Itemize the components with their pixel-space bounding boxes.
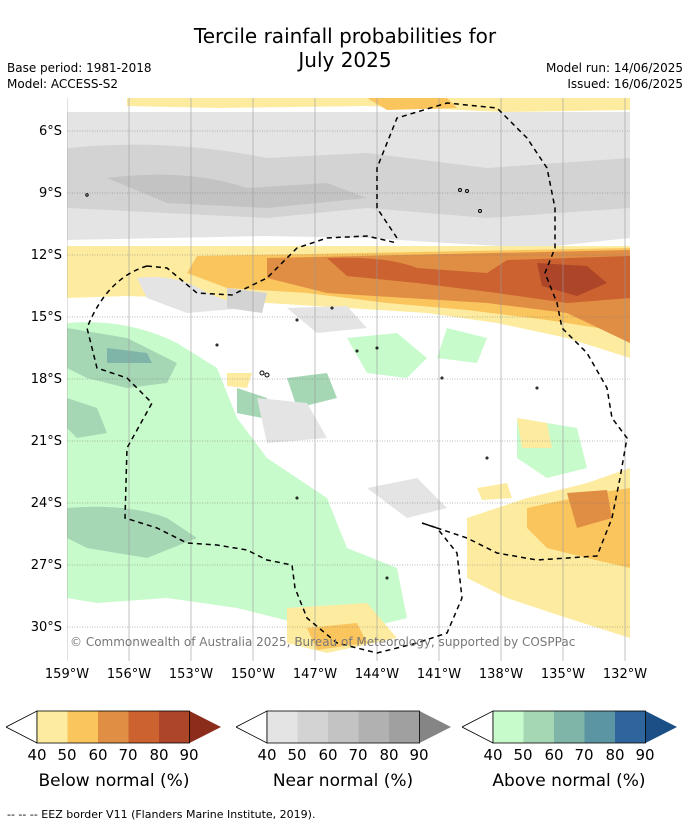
tick-label: 60 bbox=[544, 746, 564, 764]
meta-right: Model run: 14/06/2025 Issued: 16/06/2025 bbox=[546, 60, 683, 92]
lat-label: 6°S bbox=[38, 124, 62, 139]
below-swatch bbox=[67, 711, 98, 743]
lat-label: 9°S bbox=[38, 186, 62, 201]
tick-label: 40 bbox=[257, 746, 277, 764]
near-swatch bbox=[267, 711, 298, 743]
below-swatch bbox=[128, 711, 159, 743]
meta-left: Base period: 1981-2018 Model: ACCESS-S2 bbox=[7, 60, 152, 92]
title-line-2: July 2025 bbox=[298, 48, 392, 72]
lat-label: 15°S bbox=[30, 310, 62, 325]
lon-label: 156°W bbox=[106, 667, 152, 682]
lat-label: 30°S bbox=[30, 620, 62, 635]
tick-label: 80 bbox=[379, 746, 399, 764]
above-swatch bbox=[584, 711, 615, 743]
lon-label: 135°W bbox=[540, 667, 586, 682]
issued-date: Issued: 16/06/2025 bbox=[567, 77, 683, 91]
eez-border-east bbox=[376, 102, 628, 561]
near-swatch bbox=[419, 711, 451, 743]
tick-label: 90 bbox=[635, 746, 655, 764]
tick-label: 40 bbox=[483, 746, 503, 764]
near-swatch bbox=[389, 711, 420, 743]
below-swatch bbox=[159, 711, 190, 743]
tick-label: 50 bbox=[513, 746, 533, 764]
tick-label: 70 bbox=[574, 746, 594, 764]
above-swatch bbox=[493, 711, 524, 743]
islands bbox=[85, 188, 539, 580]
lon-label: 132°W bbox=[602, 667, 648, 682]
lon-label: 159°W bbox=[44, 667, 90, 682]
lat-label: 27°S bbox=[30, 558, 62, 573]
colorbar-title-below: Below normal (%) bbox=[38, 771, 190, 791]
near-swatch bbox=[328, 711, 359, 743]
tick-label: 80 bbox=[605, 746, 625, 764]
colorbar-above-normal bbox=[462, 710, 677, 744]
model-run: Model run: 14/06/2025 bbox=[545, 61, 683, 75]
above-swatch bbox=[554, 711, 585, 743]
colorbar-below-normal bbox=[6, 710, 221, 744]
below-swatch bbox=[98, 711, 129, 743]
tick-label: 60 bbox=[318, 746, 338, 764]
lon-label: 153°W bbox=[168, 667, 214, 682]
lon-label: 141°W bbox=[416, 667, 462, 682]
model-name: Model: ACCESS-S2 bbox=[7, 77, 119, 91]
tick-label: 80 bbox=[149, 746, 169, 764]
copyright-text: © Commonwealth of Australia 2025, Bureau… bbox=[70, 635, 575, 649]
near-swatch bbox=[358, 711, 389, 743]
lat-label: 21°S bbox=[30, 434, 62, 449]
above-swatch bbox=[523, 711, 554, 743]
eez-border-west bbox=[86, 265, 463, 654]
map-title: Tercile rainfall probabilities for July … bbox=[0, 24, 690, 72]
colorbar-title-above: Above normal (%) bbox=[492, 771, 646, 791]
below-swatch bbox=[37, 711, 68, 743]
near-swatch bbox=[297, 711, 328, 743]
below-swatch bbox=[189, 711, 221, 743]
tick-label: 40 bbox=[27, 746, 47, 764]
tick-label: 70 bbox=[118, 746, 138, 764]
tick-label: 50 bbox=[57, 746, 77, 764]
tick-label: 90 bbox=[179, 746, 199, 764]
lat-label: 24°S bbox=[30, 496, 62, 511]
tick-label: 60 bbox=[88, 746, 108, 764]
lon-label: 147°W bbox=[292, 667, 338, 682]
tick-label: 90 bbox=[409, 746, 429, 764]
colorbar-title-near: Near normal (%) bbox=[272, 771, 414, 791]
eez-legend-footer: -- -- -- EEZ border V11 (Flanders Marine… bbox=[7, 808, 316, 821]
lon-label: 150°W bbox=[230, 667, 276, 682]
rainfall-probability-map: © Commonwealth of Australia 2025, Bureau… bbox=[67, 98, 630, 661]
lon-label: 138°W bbox=[478, 667, 524, 682]
colorbar-near-normal bbox=[236, 710, 451, 744]
base-period: Base period: 1981-2018 bbox=[7, 61, 152, 75]
tick-label: 70 bbox=[348, 746, 368, 764]
above-swatch bbox=[645, 711, 677, 743]
tick-label: 50 bbox=[287, 746, 307, 764]
above-swatch bbox=[615, 711, 646, 743]
lat-label: 12°S bbox=[30, 248, 62, 263]
title-line-1: Tercile rainfall probabilities for bbox=[193, 24, 497, 48]
lat-label: 18°S bbox=[30, 372, 62, 387]
lon-label: 144°W bbox=[354, 667, 400, 682]
